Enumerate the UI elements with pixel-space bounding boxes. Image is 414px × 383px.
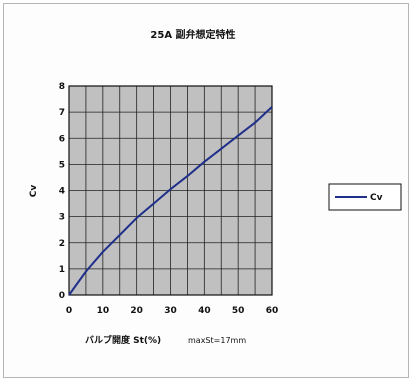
chart-title: 25A 副弁想定特性 <box>150 28 235 41</box>
axes <box>68 85 273 296</box>
y-tick-label: 6 <box>59 134 65 144</box>
y-tick-label: 4 <box>59 187 65 197</box>
series-layer <box>68 106 273 296</box>
y-tick-label: 7 <box>59 108 65 118</box>
legend-entry-cv: Cv <box>370 193 383 203</box>
y-tick-label: 5 <box>59 160 65 170</box>
plot-border <box>68 85 273 296</box>
x-tick-label: 10 <box>97 306 110 316</box>
y-tick-label: 8 <box>59 82 65 92</box>
x-tick-label: 40 <box>198 306 211 316</box>
y-tick-label: 3 <box>59 213 65 223</box>
series-line-cv <box>68 106 273 296</box>
x-tick-label: 0 <box>66 306 72 316</box>
y-tick-label: 1 <box>59 265 65 275</box>
x-tick-label: 30 <box>164 306 177 316</box>
y-tick-label: 2 <box>59 239 65 249</box>
x-tick-label: 20 <box>130 306 143 316</box>
x-tick-label: 60 <box>266 306 279 316</box>
tick-labels: 0 10 20 30 40 50 60 0 1 2 3 4 5 6 7 8 <box>59 82 279 316</box>
x-axis-label: バルブ開度 St(%) <box>85 334 161 346</box>
legend: Cv <box>328 183 402 211</box>
x-tick-label: 50 <box>232 306 245 316</box>
x-axis-note: maxSt=17mm <box>188 336 246 345</box>
y-axis-label: Cv <box>29 185 39 198</box>
y-tick-label: 0 <box>59 291 65 301</box>
